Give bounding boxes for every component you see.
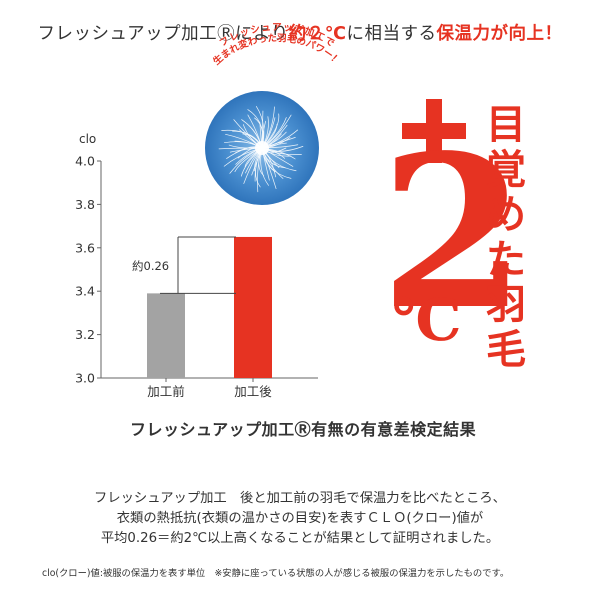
y-tick-label: 3.4 <box>75 284 95 299</box>
vertical-char: 目 <box>486 101 526 148</box>
chart-subtitle: フレッシュアップ加工Ⓡ有無の有意差検定結果 <box>130 420 477 439</box>
vertical-char: め <box>486 191 526 238</box>
big-plus-sign <box>402 99 466 163</box>
headline-part3: に相当する <box>346 24 437 44</box>
vertical-catchphrase: 目 覚 め た 羽 毛 <box>483 102 529 372</box>
bar-before <box>147 293 185 378</box>
vertical-char: 覚 <box>486 146 526 193</box>
vertical-char: た <box>486 236 526 283</box>
headline: フレッシュアップ加工Ⓡにより約２℃に相当する保温力が向上！ <box>0 20 600 45</box>
headline-part1: フレッシュアップ加工Ⓡにより <box>37 24 289 44</box>
difference-annotation: 約0.26 <box>132 259 169 273</box>
bar-after <box>234 236 272 378</box>
footnote: clo(クロー)値:被服の保温力を表す単位 ※安静に座っている状態の人が感じる被… <box>42 568 510 579</box>
y-axis-label: clo <box>79 132 96 146</box>
y-tick-label: 3.6 <box>75 240 95 255</box>
x-tick-label: 加工前 <box>147 384 185 399</box>
down-feather-illustration <box>205 91 319 205</box>
big-number-two: 2 <box>380 109 526 356</box>
description-line: 平均0.26＝約2℃以上高くなることが結果として証明されました。 <box>100 531 500 546</box>
description: フレッシュアップ加工 後と加工前の羽毛で保温力を比べたところ、 衣類の熱抵抗(衣… <box>0 489 600 549</box>
y-tick-label: 3.2 <box>75 327 95 342</box>
description-line: フレッシュアップ加工 後と加工前の羽毛で保温力を比べたところ、 <box>94 491 506 506</box>
y-tick-label: 3.8 <box>75 197 95 212</box>
headline-part2: 約２℃ <box>288 24 347 44</box>
headline-part4: 保温力が向上！ <box>436 24 563 44</box>
y-tick-label: 4.0 <box>75 154 95 169</box>
vertical-char: 羽 <box>486 281 526 328</box>
vertical-char: 毛 <box>486 326 526 373</box>
description-line: 衣類の熱抵抗(衣類の温かさの目安)を表すＣＬＯ(クロー)値が <box>116 511 484 526</box>
x-tick-label: 加工後 <box>234 384 272 399</box>
y-tick-label: 3.0 <box>75 371 95 386</box>
big-degree-symbol: ℃ <box>392 286 462 354</box>
